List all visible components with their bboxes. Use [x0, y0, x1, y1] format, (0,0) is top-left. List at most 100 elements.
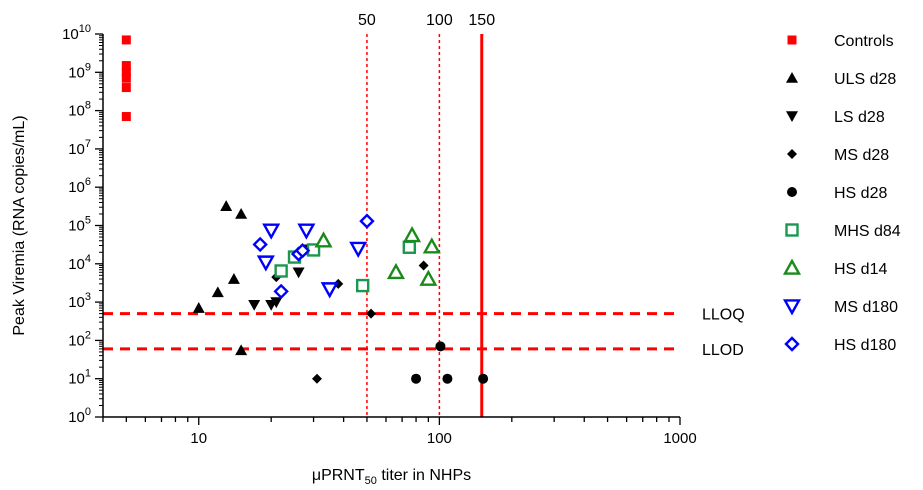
y-tick-exponent: 5 [85, 215, 91, 227]
axes: 10 100 1000 100101102103104105106107108109… [62, 23, 697, 447]
reference-lines: LLOQ LLOD 50 100 150 [103, 12, 745, 417]
point-uls-d28 [235, 207, 248, 219]
point-ms-d28 [311, 373, 322, 384]
y-tick-exponent: 7 [85, 138, 91, 150]
x-tick-label: 100 [427, 430, 452, 447]
legend-item-hs-d180: HS d180 [784, 336, 896, 354]
point-uls-d28 [192, 302, 205, 313]
y-tick-exponent: 10 [79, 23, 91, 35]
y-tick-base: 10 [62, 26, 79, 43]
y-tick-base: 10 [68, 371, 85, 388]
legend-item-mhs-d84: MHS d84 [785, 223, 901, 240]
point-ls-d28 [248, 300, 261, 311]
point-ms-d180 [262, 223, 281, 240]
point-ms-d180 [256, 255, 275, 272]
legend-label-controls: Controls [834, 33, 894, 50]
legend-label-ls-d28: LS d28 [834, 109, 885, 126]
series-uls-d28 [192, 200, 248, 356]
point-hs-d180 [252, 236, 268, 253]
point-ms-d28 [366, 308, 377, 319]
y-tick-label: 100 [68, 406, 91, 426]
point-uls-d28 [235, 344, 248, 356]
y-tick-label: 108 [68, 100, 91, 120]
y-tick-label: 107 [68, 138, 91, 158]
point-hs-d28 [442, 373, 453, 384]
reference-label-50: 50 [358, 12, 376, 29]
point-ms-d180 [297, 223, 316, 240]
legend-marker-uls-d28 [786, 72, 798, 83]
y-tick-label: 106 [68, 176, 91, 196]
legend-marker-controls [787, 35, 797, 45]
legend-marker-hs-d14 [782, 258, 802, 275]
y-tick-exponent: 0 [85, 406, 91, 418]
point-hs-d28 [478, 373, 489, 384]
y-tick-exponent: 6 [85, 176, 91, 188]
x-axis-title: μPRNT50 titer in NHPs [312, 467, 471, 487]
y-tick-base: 10 [68, 409, 85, 426]
x-tick-label: 10 [190, 430, 207, 447]
point-ls-d28 [270, 297, 283, 309]
point-hs-d180 [273, 283, 289, 300]
y-tick-base: 10 [68, 141, 85, 158]
y-tick-label: 109 [68, 61, 91, 81]
legend-marker-hs-d180 [784, 336, 800, 352]
series-hs-d14 [314, 225, 441, 286]
legend-item-hs-d14: HS d14 [782, 258, 887, 278]
y-tick-label: 102 [68, 329, 91, 349]
reference-label-150: 150 [468, 12, 495, 29]
legend-item-uls-d28: ULS d28 [786, 71, 896, 88]
legend-label-uls-d28: ULS d28 [834, 71, 896, 88]
series-ms-d180 [256, 223, 368, 299]
point-hs-d14 [314, 231, 333, 248]
legend-label-mhs-d84: MHS d84 [834, 223, 901, 240]
x-axis-title-subscript: 50 [365, 475, 377, 487]
y-tick-base: 10 [68, 332, 85, 349]
legend-label-hs-d28: HS d28 [834, 185, 887, 202]
y-tick-exponent: 3 [85, 291, 91, 303]
reference-label-lloq: LLOQ [702, 307, 745, 324]
series-hs-d180 [252, 213, 375, 300]
point-uls-d28 [211, 286, 224, 298]
legend-item-ls-d28: LS d28 [786, 109, 885, 126]
y-tick-base: 10 [68, 179, 85, 196]
point-hs-d14 [419, 269, 438, 286]
legend-item-hs-d28: HS d28 [787, 185, 887, 202]
legend-item-ms-d28: MS d28 [787, 147, 889, 164]
y-tick-base: 10 [68, 64, 85, 81]
point-hs-d14 [403, 225, 422, 243]
reference-label-llod: LLOD [702, 342, 744, 359]
point-hs-d28 [435, 341, 446, 352]
point-controls [121, 35, 131, 45]
legend-marker-ms-d28 [787, 149, 797, 159]
point-controls [121, 61, 131, 71]
point-uls-d28 [227, 273, 240, 284]
legend-label-ms-d28: MS d28 [834, 147, 889, 164]
point-controls [121, 73, 131, 83]
point-ms-d28 [418, 260, 429, 271]
y-tick-exponent: 4 [85, 253, 91, 265]
y-tick-exponent: 9 [85, 61, 91, 73]
point-hs-d14 [422, 237, 441, 254]
legend-marker-ms-d180 [782, 299, 802, 316]
y-axis-title: Peak Viremia (RNA copies/mL) [11, 115, 28, 335]
y-tick-base: 10 [68, 103, 85, 120]
y-tick-label: 105 [68, 215, 91, 235]
point-hs-d180 [359, 213, 375, 229]
point-uls-d28 [220, 200, 233, 211]
point-mhs-d84 [402, 240, 417, 254]
reference-label-100: 100 [426, 12, 453, 29]
y-tick-label: 103 [68, 291, 91, 311]
point-ls-d28 [292, 267, 305, 279]
x-tick-label: 1000 [663, 430, 696, 447]
series-ms-d28 [271, 260, 429, 384]
point-mhs-d84 [274, 264, 288, 278]
point-hs-d180 [294, 242, 311, 259]
x-axis-title-pre: μPRNT [312, 467, 365, 484]
x-axis-title-post: titer in NHPs [377, 467, 471, 484]
y-tick-label: 101 [68, 368, 91, 388]
legend-marker-hs-d28 [787, 187, 797, 197]
point-controls [121, 112, 131, 122]
point-mhs-d84 [355, 278, 370, 293]
